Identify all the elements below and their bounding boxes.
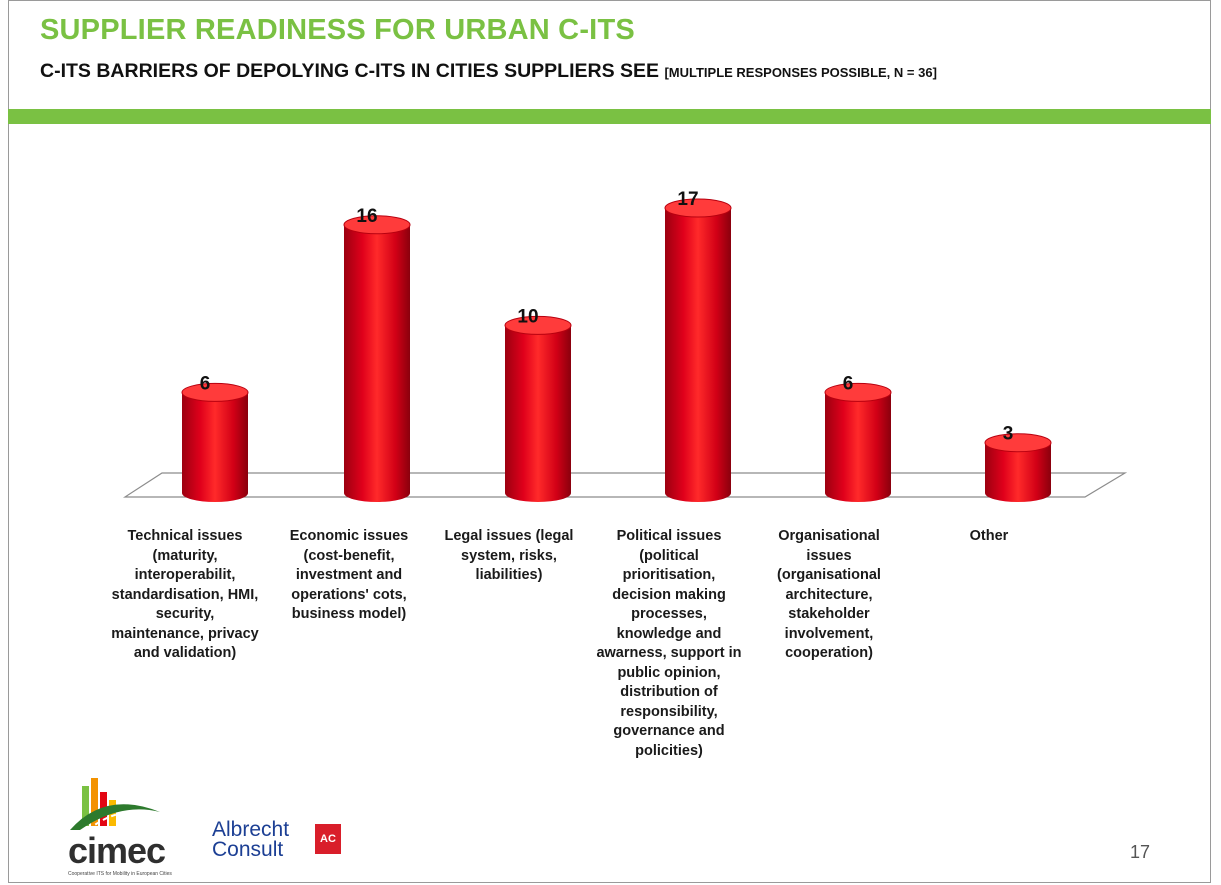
data-label-3: 17 bbox=[677, 189, 698, 210]
category-label-technical: Technical issues (maturity, interoperabi… bbox=[111, 528, 259, 661]
bars-group: 6 16 10 17 6 3 bbox=[181, 189, 1052, 502]
page-number: 17 bbox=[1130, 842, 1151, 862]
albrecht-consult-logo: Albrecht Consult AC bbox=[212, 818, 341, 861]
albrecht-logo-mark: AC bbox=[315, 824, 341, 854]
bar-0: 6 bbox=[181, 373, 249, 502]
cimec-logo: cimec Cooperative ITS for Mobility in Eu… bbox=[60, 772, 172, 877]
subtitle-main: C-ITS BARRIERS OF DEPOLYING C-ITS IN CIT… bbox=[40, 60, 660, 82]
cimec-logo-word: cimec bbox=[68, 830, 166, 871]
bar-4: 6 bbox=[824, 373, 892, 502]
category-label-other: Other bbox=[969, 528, 1009, 544]
bar-top-4 bbox=[824, 382, 892, 402]
bar-top-2 bbox=[504, 315, 572, 335]
data-label-2: 10 bbox=[517, 306, 538, 327]
bar-top-0 bbox=[181, 382, 249, 402]
slide-title: SUPPLIER READINESS FOR URBAN C-ITS bbox=[40, 14, 635, 46]
albrecht-logo-line2: Consult bbox=[212, 838, 284, 861]
category-label-organisational: Organisational issues (organisational ar… bbox=[777, 528, 881, 661]
bar-3: 17 bbox=[664, 189, 732, 502]
bar-body-3 bbox=[665, 208, 731, 502]
bar-2: 10 bbox=[504, 306, 572, 502]
data-label-5: 3 bbox=[1003, 424, 1014, 445]
bar-5: 3 bbox=[984, 424, 1052, 502]
bar-top-1 bbox=[343, 215, 411, 235]
bar-body-2 bbox=[505, 325, 571, 502]
bar-1: 16 bbox=[343, 206, 411, 502]
category-label-economic: Economic issues (cost-benefit, investmen… bbox=[289, 528, 409, 622]
subtitle-note: [MULTIPLE RESPONSES POSSIBLE, N = 36] bbox=[664, 65, 937, 80]
albrecht-logo-line1: Albrecht bbox=[212, 818, 290, 841]
category-label-political: Political issues (political prioritisati… bbox=[596, 528, 742, 759]
cimec-logo-graphic bbox=[70, 778, 160, 831]
slide-subtitle: C-ITS BARRIERS OF DEPOLYING C-ITS IN CIT… bbox=[40, 60, 937, 83]
header-band bbox=[8, 109, 1211, 124]
chart-floor bbox=[122, 472, 1128, 498]
data-label-0: 6 bbox=[200, 373, 211, 394]
bar-body-4 bbox=[825, 392, 891, 502]
bar-body-5 bbox=[985, 442, 1051, 502]
data-label-4: 6 bbox=[843, 373, 854, 394]
slide-frame bbox=[8, 0, 1211, 883]
bar-top-5 bbox=[984, 433, 1052, 453]
cimec-logo-tagline: Cooperative ITS for Mobility in European… bbox=[68, 871, 172, 877]
bar-body-0 bbox=[182, 392, 248, 502]
category-label-legal: Legal issues (legal system, risks, liabi… bbox=[444, 528, 574, 583]
data-label-1: 16 bbox=[356, 206, 377, 227]
bar-top-3 bbox=[664, 198, 732, 218]
bar-body-1 bbox=[344, 224, 410, 502]
